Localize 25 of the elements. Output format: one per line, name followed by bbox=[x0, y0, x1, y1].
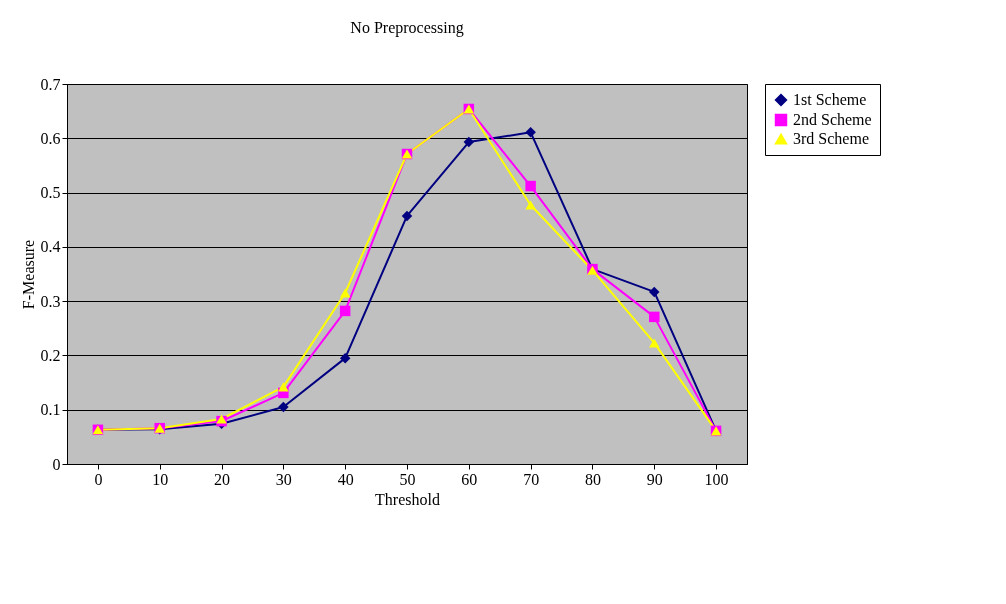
x-tick-label: 60 bbox=[461, 470, 478, 488]
x-tick-label: 90 bbox=[646, 470, 663, 488]
x-axis-title: Threshold bbox=[375, 490, 440, 508]
x-tick-label: 100 bbox=[704, 470, 729, 488]
y-tick-label: 0.7 bbox=[40, 75, 61, 93]
x-tick-label: 50 bbox=[399, 470, 416, 488]
x-tick-label: 70 bbox=[523, 470, 540, 488]
y-tick-label: 0.2 bbox=[40, 346, 61, 364]
chart-title: No Preprocessing bbox=[350, 19, 464, 37]
y-tick-label: 0.4 bbox=[40, 238, 61, 256]
x-tick-label: 0 bbox=[94, 470, 103, 488]
x-tick-label: 20 bbox=[214, 470, 231, 488]
y-axis-title: F-Measure bbox=[19, 239, 37, 310]
y-tick-label: 0.6 bbox=[40, 129, 61, 147]
x-tick-label: 30 bbox=[275, 470, 292, 488]
legend-label: 2nd Scheme bbox=[793, 111, 872, 128]
legend-label: 1st Scheme bbox=[793, 91, 867, 108]
x-tick-label: 80 bbox=[584, 470, 601, 488]
y-tick-label: 0.3 bbox=[40, 292, 61, 310]
legend-label: 3rd Scheme bbox=[793, 130, 869, 147]
x-tick-label: 10 bbox=[152, 470, 169, 488]
y-tick-label: 0.5 bbox=[40, 184, 61, 202]
y-tick-label: 0.1 bbox=[40, 401, 61, 419]
x-tick-label: 40 bbox=[337, 470, 354, 488]
y-tick-label: 0 bbox=[52, 455, 61, 473]
